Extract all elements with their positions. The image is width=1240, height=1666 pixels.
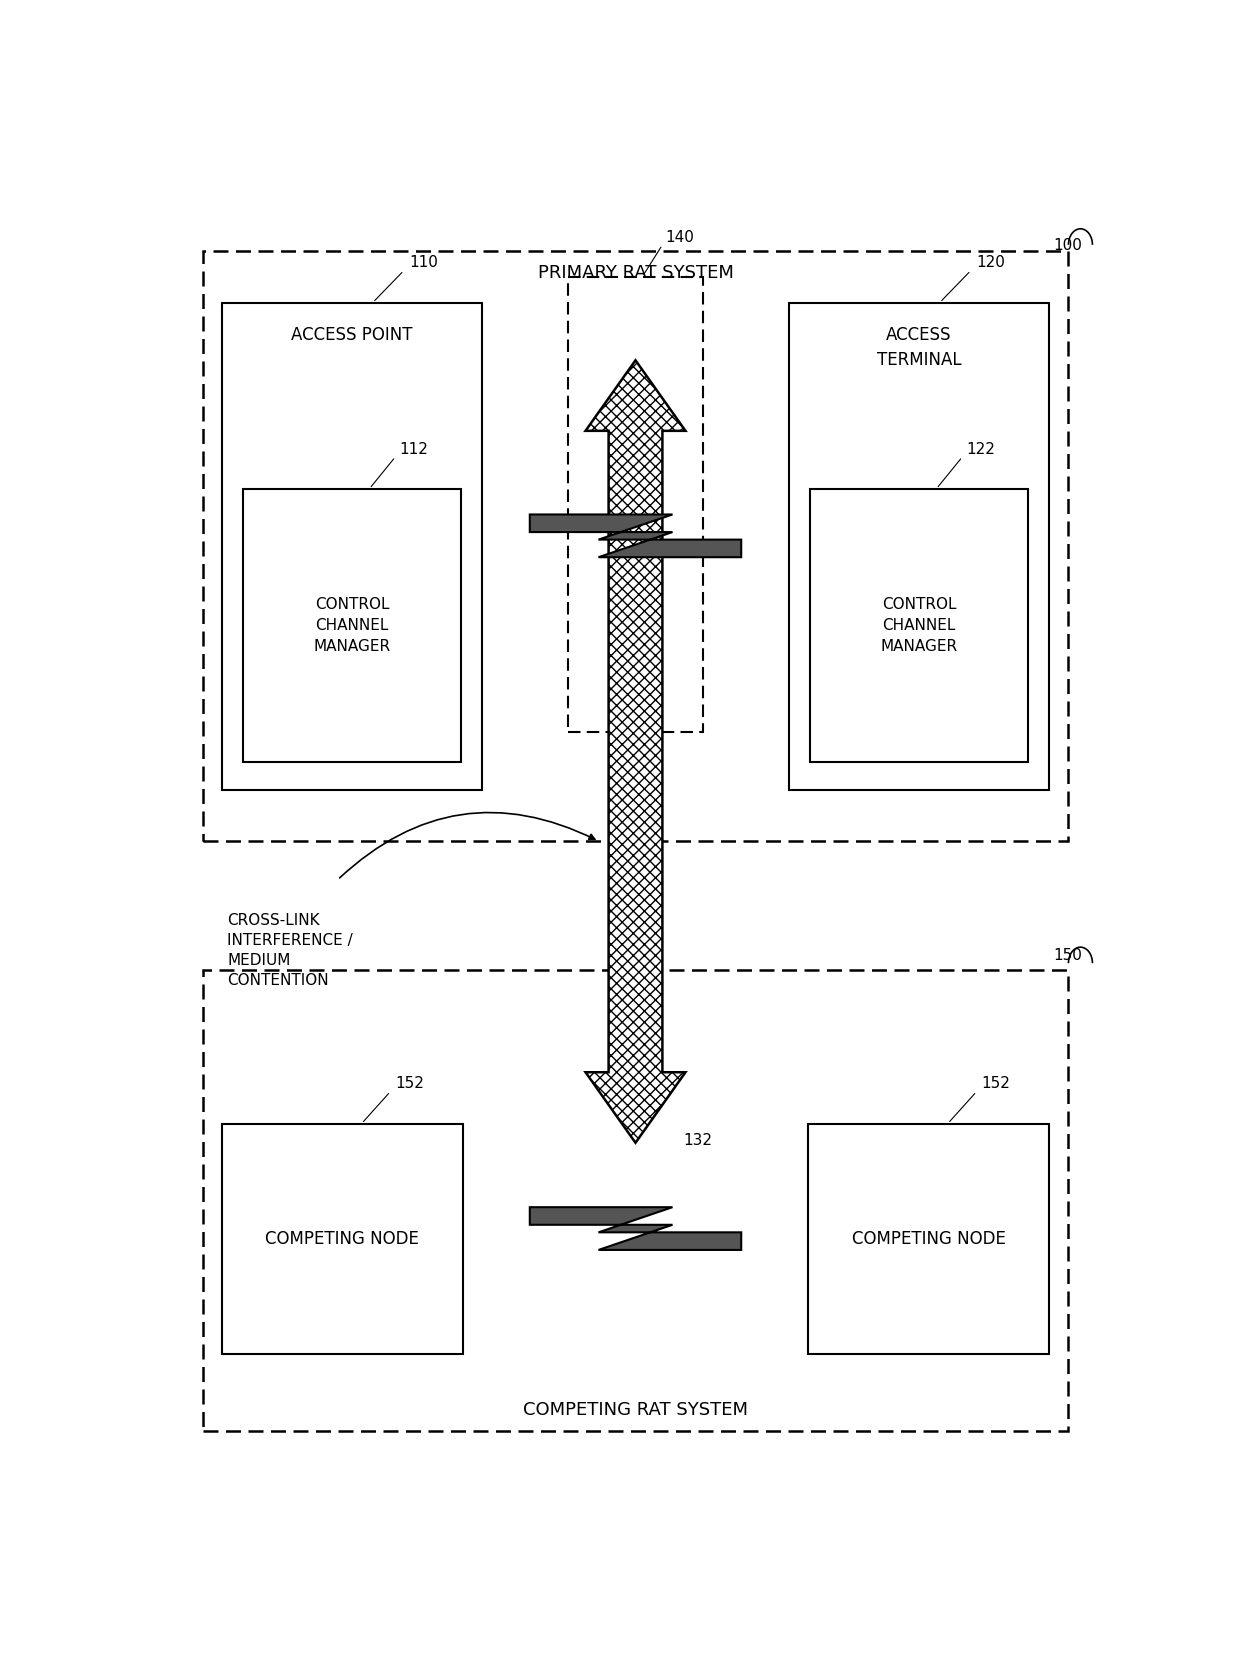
Text: 152: 152: [982, 1076, 1011, 1091]
Text: 152: 152: [396, 1076, 424, 1091]
Text: 112: 112: [399, 441, 429, 456]
Text: 140: 140: [665, 230, 694, 245]
Text: CONTROL
CHANNEL
MANAGER: CONTROL CHANNEL MANAGER: [314, 596, 391, 653]
Polygon shape: [789, 303, 1049, 790]
Polygon shape: [222, 1123, 463, 1354]
Text: CROSS-LINK
INTERFERENCE /
MEDIUM
CONTENTION: CROSS-LINK INTERFERENCE / MEDIUM CONTENT…: [227, 913, 353, 988]
Polygon shape: [529, 515, 742, 556]
Text: PRIMARY RAT SYSTEM: PRIMARY RAT SYSTEM: [538, 265, 733, 282]
Polygon shape: [243, 488, 460, 761]
Text: COMPETING NODE: COMPETING NODE: [852, 1230, 1006, 1248]
Text: COMPETING NODE: COMPETING NODE: [265, 1230, 419, 1248]
Text: CONTROL
CHANNEL
MANAGER: CONTROL CHANNEL MANAGER: [880, 596, 957, 653]
Polygon shape: [529, 1208, 742, 1250]
Text: 122: 122: [967, 441, 996, 456]
Polygon shape: [585, 360, 686, 1143]
Text: 130: 130: [611, 590, 640, 605]
Text: 150: 150: [1054, 948, 1083, 963]
Polygon shape: [811, 488, 1028, 761]
Text: 132: 132: [683, 1133, 713, 1148]
Text: ACCESS POINT: ACCESS POINT: [291, 325, 413, 343]
Text: COMPETING RAT SYSTEM: COMPETING RAT SYSTEM: [523, 1401, 748, 1419]
Text: 100: 100: [1054, 238, 1083, 253]
Polygon shape: [222, 303, 481, 790]
Text: 120: 120: [976, 255, 1004, 270]
Polygon shape: [808, 1123, 1049, 1354]
Text: ACCESS
TERMINAL: ACCESS TERMINAL: [877, 325, 961, 368]
Text: 110: 110: [409, 255, 438, 270]
